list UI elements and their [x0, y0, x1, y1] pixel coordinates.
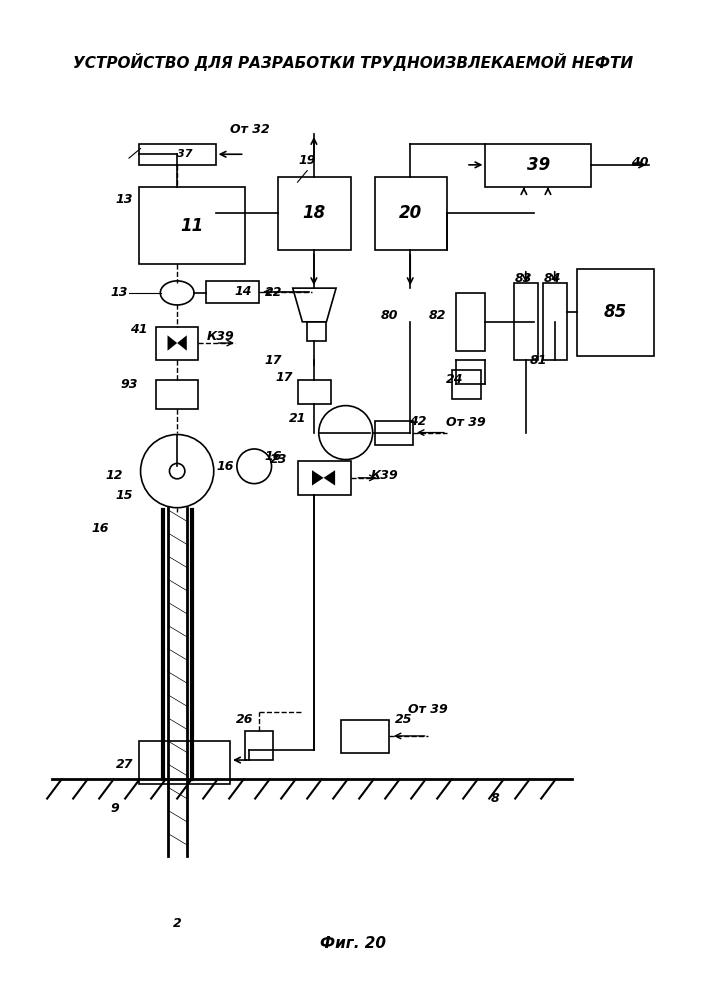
- Bar: [485, 144, 591, 187]
- Bar: [139, 187, 245, 264]
- Text: 11: 11: [180, 217, 203, 235]
- Text: 40: 40: [631, 156, 648, 169]
- Text: От 39: От 39: [408, 703, 448, 716]
- Polygon shape: [293, 288, 336, 322]
- Bar: [245, 731, 274, 760]
- Text: 19: 19: [298, 154, 316, 167]
- Text: 9: 9: [110, 802, 119, 815]
- Polygon shape: [177, 335, 187, 351]
- Text: 83: 83: [515, 272, 532, 285]
- Text: 24: 24: [446, 373, 463, 386]
- Bar: [577, 269, 654, 356]
- Text: 16: 16: [264, 450, 282, 463]
- Bar: [307, 322, 327, 341]
- Text: 39: 39: [527, 156, 550, 174]
- Bar: [298, 461, 351, 495]
- Text: 42: 42: [409, 415, 427, 428]
- Circle shape: [141, 435, 214, 508]
- Text: 16: 16: [216, 460, 234, 473]
- Text: 25: 25: [395, 713, 412, 726]
- Bar: [452, 370, 481, 399]
- Text: 17: 17: [275, 371, 293, 384]
- Text: 22: 22: [264, 286, 282, 299]
- Polygon shape: [324, 470, 335, 486]
- Bar: [457, 293, 485, 351]
- Bar: [375, 421, 413, 445]
- Bar: [279, 177, 351, 250]
- Bar: [139, 144, 216, 165]
- Bar: [156, 380, 199, 409]
- Polygon shape: [168, 335, 177, 351]
- Circle shape: [319, 406, 373, 460]
- Text: 23: 23: [269, 453, 287, 466]
- Text: 16: 16: [91, 522, 109, 535]
- Text: 15: 15: [115, 489, 133, 502]
- Bar: [139, 741, 230, 784]
- Circle shape: [237, 449, 271, 484]
- Text: 81: 81: [530, 354, 547, 367]
- Text: 37: 37: [177, 149, 192, 159]
- Text: 8: 8: [491, 792, 499, 805]
- Bar: [298, 380, 332, 404]
- Text: 27: 27: [115, 758, 133, 771]
- Text: Фиг. 20: Фиг. 20: [320, 936, 387, 951]
- Text: 12: 12: [106, 469, 123, 482]
- Text: 13: 13: [115, 193, 133, 206]
- Text: 80: 80: [380, 309, 398, 322]
- Text: 26: 26: [236, 713, 253, 726]
- Text: 18: 18: [303, 204, 325, 222]
- Text: УСТРОЙСТВО ДЛЯ РАЗРАБОТКИ ТРУДНОИЗВЛЕКАЕМОЙ НЕФТИ: УСТРОЙСТВО ДЛЯ РАЗРАБОТКИ ТРУДНОИЗВЛЕКАЕ…: [74, 53, 633, 71]
- Text: 41: 41: [130, 323, 147, 336]
- Text: К39: К39: [206, 330, 235, 343]
- Circle shape: [170, 463, 185, 479]
- Bar: [206, 281, 259, 303]
- Text: 13: 13: [110, 286, 128, 299]
- Text: 2: 2: [173, 917, 182, 930]
- Text: 93: 93: [120, 378, 138, 391]
- Polygon shape: [312, 470, 324, 486]
- Ellipse shape: [160, 281, 194, 305]
- Bar: [341, 720, 389, 753]
- Bar: [375, 177, 447, 250]
- Text: К39: К39: [370, 469, 398, 482]
- Text: 17: 17: [264, 354, 282, 367]
- Text: 82: 82: [428, 309, 446, 322]
- Text: 85: 85: [604, 303, 627, 321]
- Text: От 32: От 32: [230, 123, 269, 136]
- Text: 14: 14: [235, 285, 252, 298]
- Text: 84: 84: [544, 272, 561, 285]
- Bar: [156, 327, 199, 360]
- Text: От 39: От 39: [446, 416, 486, 429]
- Text: 21: 21: [288, 412, 306, 425]
- Bar: [543, 283, 567, 360]
- Text: 20: 20: [399, 204, 422, 222]
- Bar: [514, 283, 538, 360]
